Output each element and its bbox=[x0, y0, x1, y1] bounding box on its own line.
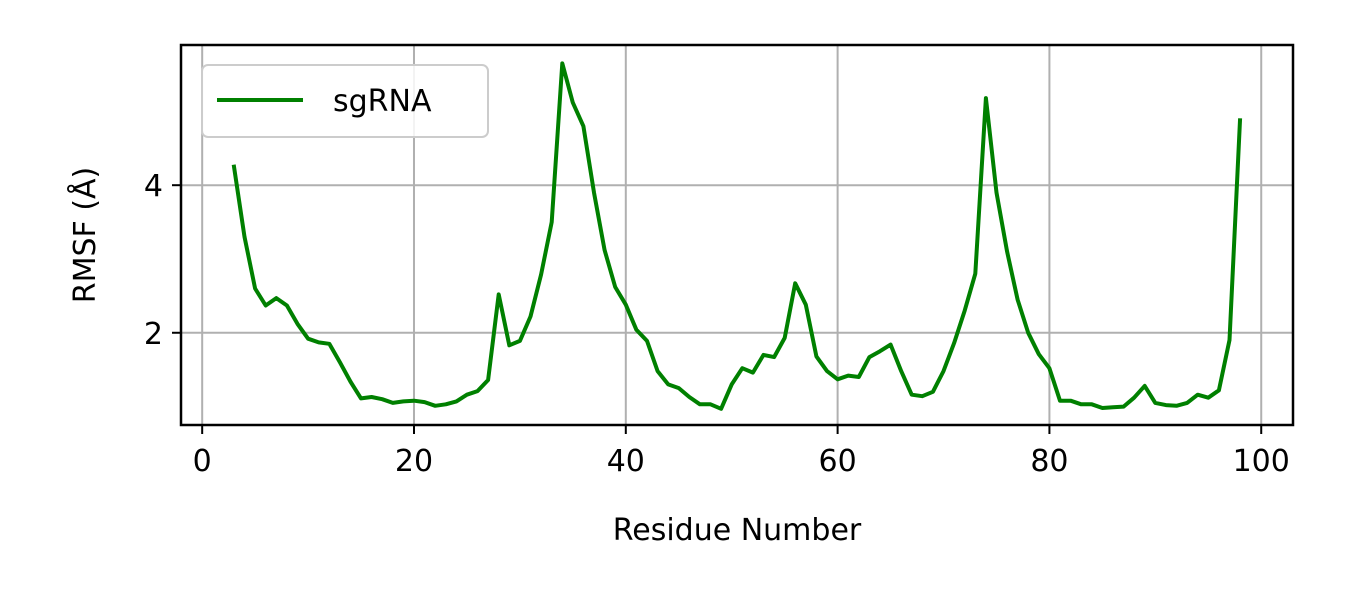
y-axis-label: RMSF (Å) bbox=[67, 167, 103, 304]
x-tick-label-80: 80 bbox=[1030, 444, 1068, 479]
y-tick-label-4: 4 bbox=[144, 169, 163, 204]
grid-lines bbox=[181, 45, 1293, 425]
x-tick-label-60: 60 bbox=[819, 444, 857, 479]
x-axis-label: Residue Number bbox=[613, 513, 862, 548]
legend: sgRNA bbox=[201, 64, 489, 138]
plot-frame bbox=[179, 43, 1295, 427]
y-tick-label-2: 2 bbox=[144, 317, 163, 352]
legend-label-sgrna: sgRNA bbox=[333, 84, 432, 119]
axis-ticks: 0 20 40 60 80 100 2 4 bbox=[144, 169, 1290, 479]
series-line-sgrna bbox=[231, 61, 1243, 411]
x-tick-label-40: 40 bbox=[607, 444, 645, 479]
x-tick-label-100: 100 bbox=[1233, 444, 1290, 479]
x-tick-label-20: 20 bbox=[395, 444, 433, 479]
legend-box bbox=[201, 64, 489, 138]
x-tick-label-0: 0 bbox=[193, 444, 212, 479]
series-layer bbox=[231, 61, 1243, 411]
